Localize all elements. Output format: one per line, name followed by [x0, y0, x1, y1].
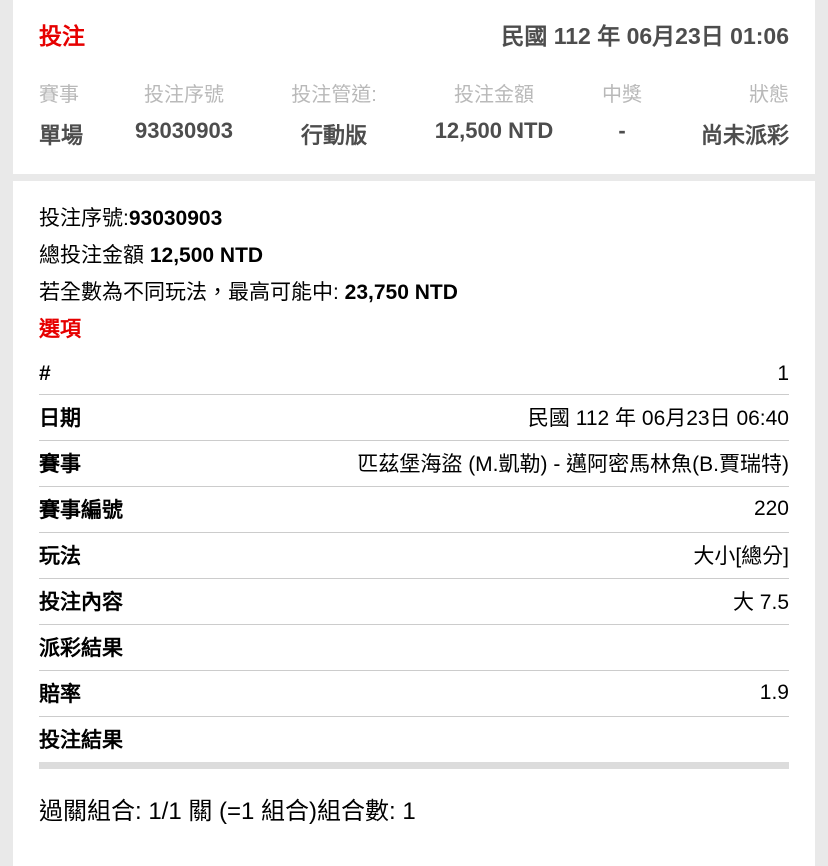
column-header: 狀態 — [749, 84, 789, 106]
row-value: 匹茲堡海盜 (M.凱勒) - 邁阿密馬林魚(B.賈瑞特) — [357, 453, 789, 476]
table-row-event-number: 賽事編號 220 — [39, 487, 789, 533]
summary-columns: 賽事 單場 投注序號 93030903 投注管道: 行動版 投注金額 12,50… — [39, 78, 789, 150]
max-possible-win-line: 若全數為不同玩法，最高可能中: 23,750 NTD — [39, 274, 789, 311]
bet-summary-card[interactable]: 投注 民國 112 年 06月23日 01:06 賽事 單場 投注序號 9303… — [13, 0, 815, 174]
column-header: 投注金額 — [454, 84, 534, 106]
column-value: 單場 — [39, 123, 84, 148]
parlay-combination-summary: 過關組合: 1/1 關 (=1 組合)組合數: 1 — [39, 798, 416, 825]
table-row-play-type: 玩法 大小[總分] — [39, 533, 789, 579]
options-section-title: 選項 — [39, 318, 81, 341]
max-possible-win-label: 若全數為不同玩法，最高可能中: — [39, 281, 345, 304]
row-value: 大小[總分] — [693, 545, 789, 568]
column-value: 12,500 NTD — [434, 118, 554, 143]
table-row-event: 賽事 匹茲堡海盜 (M.凱勒) - 邁阿密馬林魚(B.賈瑞特) — [39, 441, 789, 487]
row-label: 投注結果 — [39, 729, 123, 752]
total-amount-value: 12,500 NTD — [149, 244, 264, 267]
bet-serial-value: 93030903 — [128, 207, 223, 230]
table-row-odds: 賠率 1.9 — [39, 671, 789, 717]
max-possible-win-value: 23,750 NTD — [344, 281, 458, 304]
summary-col-event-type: 賽事 單場 — [39, 78, 109, 150]
column-value: - — [618, 118, 626, 143]
bet-placed-datetime: 民國 112 年 06月23日 01:06 — [501, 23, 789, 49]
row-value: 民國 112 年 06月23日 06:40 — [527, 407, 789, 430]
column-header: 投注管道: — [291, 84, 377, 106]
table-row-number: # 1 — [39, 355, 789, 395]
summary-col-status: 狀態 尚未派彩 — [665, 78, 789, 150]
table-row-payout-result: 派彩結果 — [39, 625, 789, 671]
summary-col-winning: 中獎 - — [579, 78, 665, 150]
column-header: 中獎 — [602, 84, 642, 106]
row-value: 1.9 — [759, 681, 789, 704]
row-label: 投注內容 — [39, 591, 123, 614]
table-row-date: 日期 民國 112 年 06月23日 06:40 — [39, 395, 789, 441]
total-amount-line: 總投注金額 12,500 NTD — [39, 237, 789, 274]
column-value: 行動版 — [300, 123, 367, 148]
row-label: 玩法 — [39, 545, 81, 568]
row-label: 日期 — [39, 407, 81, 430]
summary-col-bet-serial: 投注序號 93030903 — [109, 78, 259, 150]
table-row-bet-result: 投注結果 — [39, 717, 789, 762]
row-label: 賽事 — [39, 453, 81, 476]
bet-serial-line: 投注序號:93030903 — [39, 200, 789, 237]
total-amount-label: 總投注金額 — [39, 244, 150, 267]
row-value: 1 — [777, 362, 789, 385]
section-divider — [39, 762, 789, 769]
summary-title-row: 投注 民國 112 年 06月23日 01:06 — [39, 17, 789, 51]
status-badge: 尚未派彩 — [700, 123, 789, 148]
column-value: 93030903 — [135, 118, 233, 143]
bet-serial-label: 投注序號: — [39, 207, 129, 230]
page-title: 投注 — [39, 23, 85, 49]
row-label: # — [39, 362, 51, 385]
summary-col-bet-amount: 投注金額 12,500 NTD — [409, 78, 579, 150]
row-value: 大 7.5 — [732, 591, 789, 614]
table-row-bet-content: 投注內容 大 7.5 — [39, 579, 789, 625]
row-label: 賠率 — [39, 683, 81, 706]
bet-detail-table: # 1 日期 民國 112 年 06月23日 06:40 賽事 匹茲堡海盜 (M… — [39, 355, 789, 762]
column-header: 投注序號 — [144, 84, 224, 106]
summary-col-bet-channel: 投注管道: 行動版 — [259, 78, 409, 150]
bet-detail-card: 投注序號:93030903 總投注金額 12,500 NTD 若全數為不同玩法，… — [13, 181, 815, 866]
row-label: 賽事編號 — [39, 499, 123, 522]
row-label: 派彩結果 — [39, 637, 123, 660]
row-value: 220 — [753, 497, 789, 520]
column-header: 賽事 — [39, 84, 79, 106]
